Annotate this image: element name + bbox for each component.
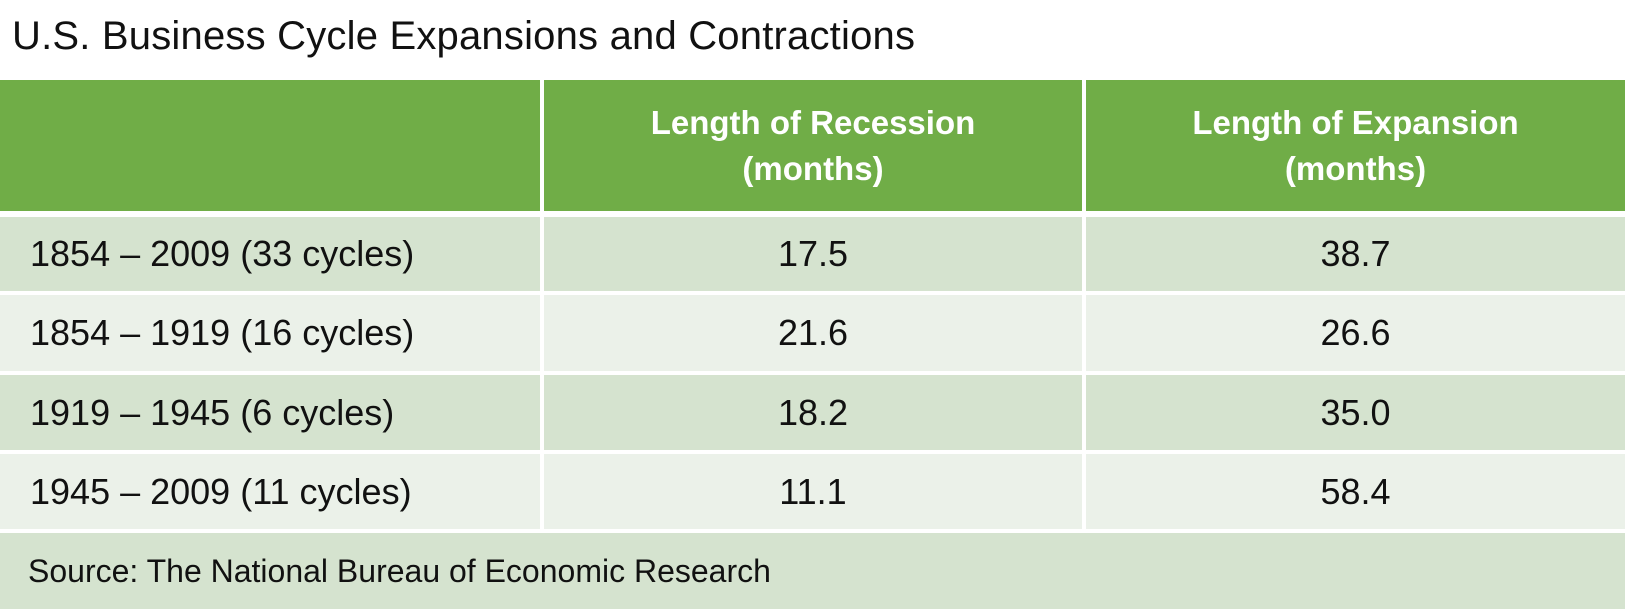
period-cell: 1854 – 1919 (16 cycles) [0,295,540,371]
table-row: 1919 – 1945 (6 cycles) 18.2 35.0 [0,375,1625,450]
table-row: 1854 – 1919 (16 cycles) 21.6 26.6 [0,295,1625,371]
period-cell: 1854 – 2009 (33 cycles) [0,217,540,291]
table-header-row: Length of Recession (months) Length of E… [0,80,1625,211]
header-cell-empty [0,80,540,211]
header-expansion-line2: (months) [1284,149,1427,187]
recession-cell: 17.5 [544,217,1082,291]
header-recession: Length of Recession (months) [544,80,1082,211]
expansion-cell: 35.0 [1086,375,1625,450]
source-note: Source: The National Bureau of Economic … [0,533,1625,609]
recession-cell: 11.1 [544,454,1082,529]
expansion-cell: 38.7 [1086,217,1625,291]
period-cell: 1945 – 2009 (11 cycles) [0,454,540,529]
table-row: 1854 – 2009 (33 cycles) 17.5 38.7 [0,217,1625,291]
table-row: 1945 – 2009 (11 cycles) 11.1 58.4 [0,454,1625,529]
header-recession-line2: (months) [742,149,884,187]
header-expansion-line1: Length of Expansion [1192,103,1519,141]
header-recession-line1: Length of Recession [650,103,976,141]
header-expansion: Length of Expansion (months) [1086,80,1625,211]
period-cell: 1919 – 1945 (6 cycles) [0,375,540,450]
expansion-cell: 26.6 [1086,295,1625,371]
recession-cell: 21.6 [544,295,1082,371]
table-title: U.S. Business Cycle Expansions and Contr… [12,14,916,58]
expansion-cell: 58.4 [1086,454,1625,529]
recession-cell: 18.2 [544,375,1082,450]
